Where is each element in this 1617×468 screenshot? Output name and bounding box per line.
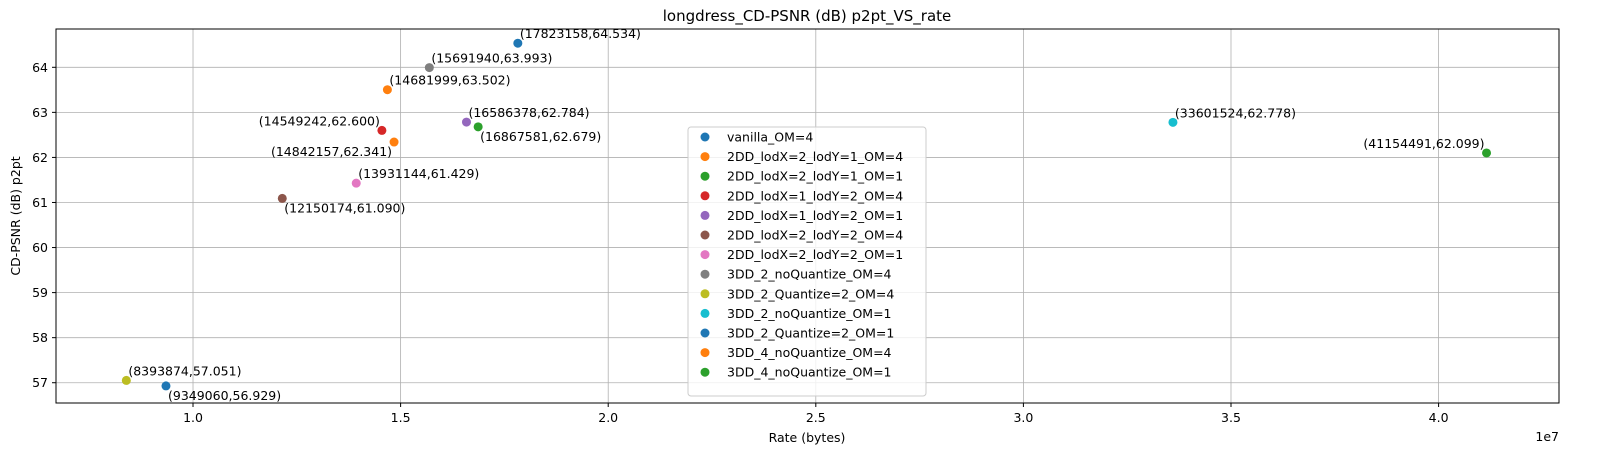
data-point (377, 125, 387, 135)
legend-marker (700, 308, 710, 318)
legend-label: 3DD_2_Quantize=2_OM=1 (727, 326, 894, 341)
plot-area-frame (55, 28, 1560, 404)
data-label: (14842157,62.341) (271, 144, 392, 159)
legend-marker (700, 152, 710, 162)
data-point (513, 38, 523, 48)
data-point (121, 375, 131, 385)
x-axis-offset-label: 1e7 (1535, 429, 1559, 444)
y-tick-label: 58 (32, 330, 48, 345)
legend-label: 2DD_lodX=2_lodY=1_OM=4 (727, 149, 903, 164)
chart-title: longdress_CD-PSNR (dB) p2pt_VS_rate (663, 7, 952, 26)
data-points (121, 38, 1492, 391)
data-label: (16586378,62.784) (468, 105, 589, 120)
y-axis-ticks: 57 58 59 60 61 62 63 64 (32, 60, 56, 390)
data-label: (41154491,62.099) (1363, 136, 1484, 151)
data-labels: (9349060,56.929) (14842157,62.341) (168675… (128, 26, 1484, 403)
y-tick-label: 63 (32, 105, 48, 120)
x-tick-label: 4.0 (1429, 410, 1449, 425)
legend-box (687, 126, 927, 397)
legend-label: 3DD_2_noQuantize_OM=4 (727, 267, 892, 282)
legend-label: 2DD_lodX=1_lodY=2_OM=1 (727, 208, 903, 223)
legend-label: 3DD_2_Quantize=2_OM=4 (727, 286, 894, 301)
legend-marker (700, 230, 710, 240)
data-label: (8393874,57.051) (128, 363, 241, 378)
legend-label: 3DD_4_noQuantize_OM=1 (727, 365, 892, 380)
legend-marker (700, 250, 710, 260)
legend-marker (700, 269, 710, 279)
y-tick-label: 59 (32, 285, 48, 300)
y-tick-label: 64 (32, 60, 48, 75)
x-tick-label: 2.5 (806, 410, 826, 425)
y-tick-label: 61 (32, 195, 48, 210)
x-axis-label: Rate (bytes) (769, 430, 846, 445)
legend-label: 2DD_lodX=1_lodY=2_OM=4 (727, 188, 903, 203)
data-label: (16867581,62.679) (480, 129, 601, 144)
x-axis-ticks: 1.0 1.5 2.0 2.5 3.0 3.5 4.0 (183, 403, 1449, 425)
legend-label: 3DD_4_noQuantize_OM=4 (727, 345, 892, 360)
legend-marker (700, 289, 710, 299)
legend: vanilla_OM=4 2DD_lodX=2_lodY=1_OM=4 2DD_lo… (687, 126, 927, 397)
data-label: (13931144,61.429) (358, 166, 479, 181)
legend-marker (700, 132, 710, 142)
x-tick-label: 1.0 (183, 410, 203, 425)
legend-marker (700, 367, 710, 377)
legend-label: 2DD_lodX=2_lodY=2_OM=1 (727, 247, 903, 262)
y-tick-label: 60 (32, 240, 48, 255)
x-tick-label: 3.0 (1013, 410, 1033, 425)
data-point (424, 63, 434, 73)
legend-marker (700, 328, 710, 338)
y-axis-label: CD-PSNR (dB) p2pt (8, 156, 23, 275)
y-tick-label: 57 (32, 375, 48, 390)
data-point (1482, 148, 1492, 158)
data-point (473, 122, 483, 132)
legend-label: 2DD_lodX=2_lodY=2_OM=4 (727, 228, 903, 243)
data-label: (14549242,62.600) (259, 113, 380, 128)
legend-marker (700, 348, 710, 358)
data-point (1168, 117, 1178, 127)
legend-label: 2DD_lodX=2_lodY=1_OM=1 (727, 169, 903, 184)
legend-label: 3DD_2_noQuantize_OM=1 (727, 306, 892, 321)
legend-marker (700, 171, 710, 181)
data-point (389, 137, 399, 147)
legend-label: vanilla_OM=4 (727, 130, 813, 145)
x-tick-label: 2.0 (598, 410, 618, 425)
x-tick-label: 1.5 (391, 410, 411, 425)
y-tick-label: 62 (32, 150, 48, 165)
x-tick-label: 3.5 (1221, 410, 1241, 425)
data-point (277, 193, 287, 203)
legend-marker (700, 210, 710, 220)
data-label: (12150174,61.090) (284, 200, 405, 215)
data-point (351, 178, 361, 188)
data-label: (15691940,63.993) (431, 51, 552, 66)
data-label: (17823158,64.534) (520, 26, 641, 41)
data-point (161, 381, 171, 391)
data-label: (9349060,56.929) (168, 388, 281, 403)
legend-marker (700, 191, 710, 201)
data-label: (14681999,63.502) (389, 73, 510, 88)
legend-entries: vanilla_OM=4 2DD_lodX=2_lodY=1_OM=4 2DD_lo… (700, 130, 903, 380)
data-point (382, 85, 392, 95)
data-label: (33601524,62.778) (1175, 105, 1296, 120)
data-point (461, 117, 471, 127)
